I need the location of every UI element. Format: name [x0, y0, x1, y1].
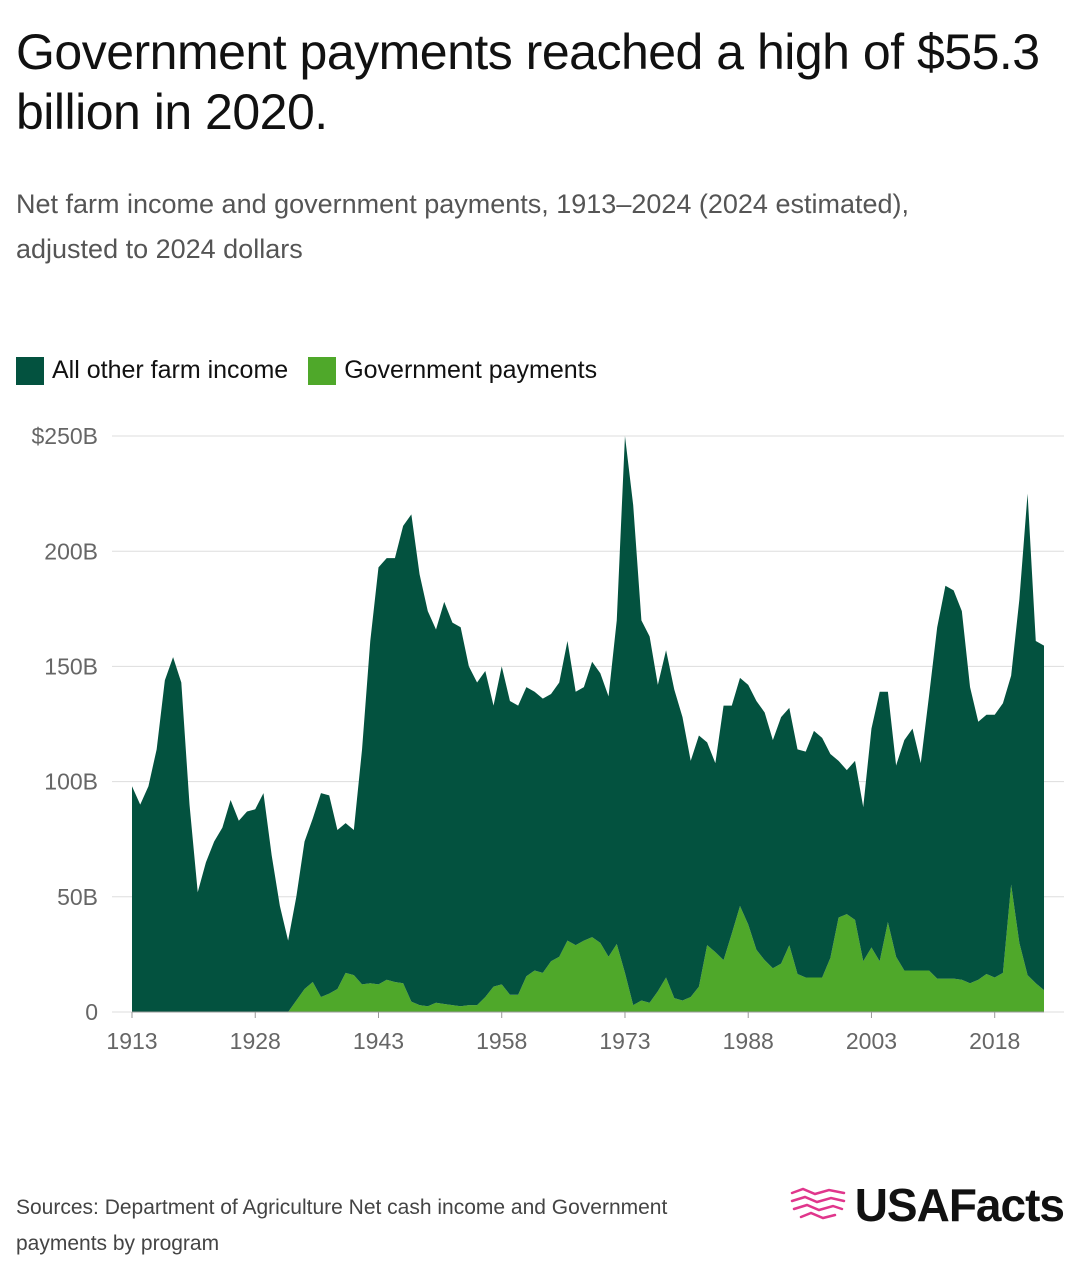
brand-name: USAFacts: [854, 1179, 1065, 1231]
x-tick-label: 1928: [230, 1028, 281, 1054]
x-tick-label: 1943: [353, 1028, 404, 1054]
chart: 0 50B 100B 150B 200B $250B 1913 1928 1943 1958 197…: [31, 423, 1064, 1054]
x-tick-label: 1913: [106, 1028, 157, 1054]
y-tick-label: 150B: [44, 653, 98, 679]
y-tick-label: 200B: [44, 538, 98, 564]
legend-swatch: [16, 356, 44, 385]
legend-label: Government payments: [344, 356, 598, 384]
legend-item: All other farm income: [16, 356, 288, 385]
sources: Sources: Department of Agriculture Net c…: [16, 1196, 668, 1255]
area: [132, 436, 1044, 1012]
chart-title: Government payments reached a high of $5…: [16, 24, 1040, 140]
brand-logo: USAFacts: [789, 1178, 1065, 1232]
x-tick-label: 2018: [969, 1028, 1020, 1054]
x-tick-label: 1973: [599, 1028, 650, 1054]
legend-item: Government payments: [308, 356, 597, 385]
legend-swatch: [308, 356, 337, 385]
x-tick-label: 1988: [723, 1028, 774, 1054]
y-tick-label: 50B: [57, 884, 98, 910]
legend-label: All other farm income: [52, 356, 289, 384]
y-tick-label: 100B: [44, 769, 98, 795]
area: [132, 884, 1044, 1012]
x-tick-label: 2003: [846, 1028, 897, 1054]
y-tick-label: 0: [85, 999, 98, 1025]
legend: All other farm income Government payment…: [16, 356, 597, 385]
logo-icon: [790, 1187, 845, 1220]
chart-subtitle: Net farm income and government payments,…: [16, 189, 910, 264]
y-tick-label: $250B: [31, 423, 98, 449]
x-tick-label: 1958: [476, 1028, 527, 1054]
